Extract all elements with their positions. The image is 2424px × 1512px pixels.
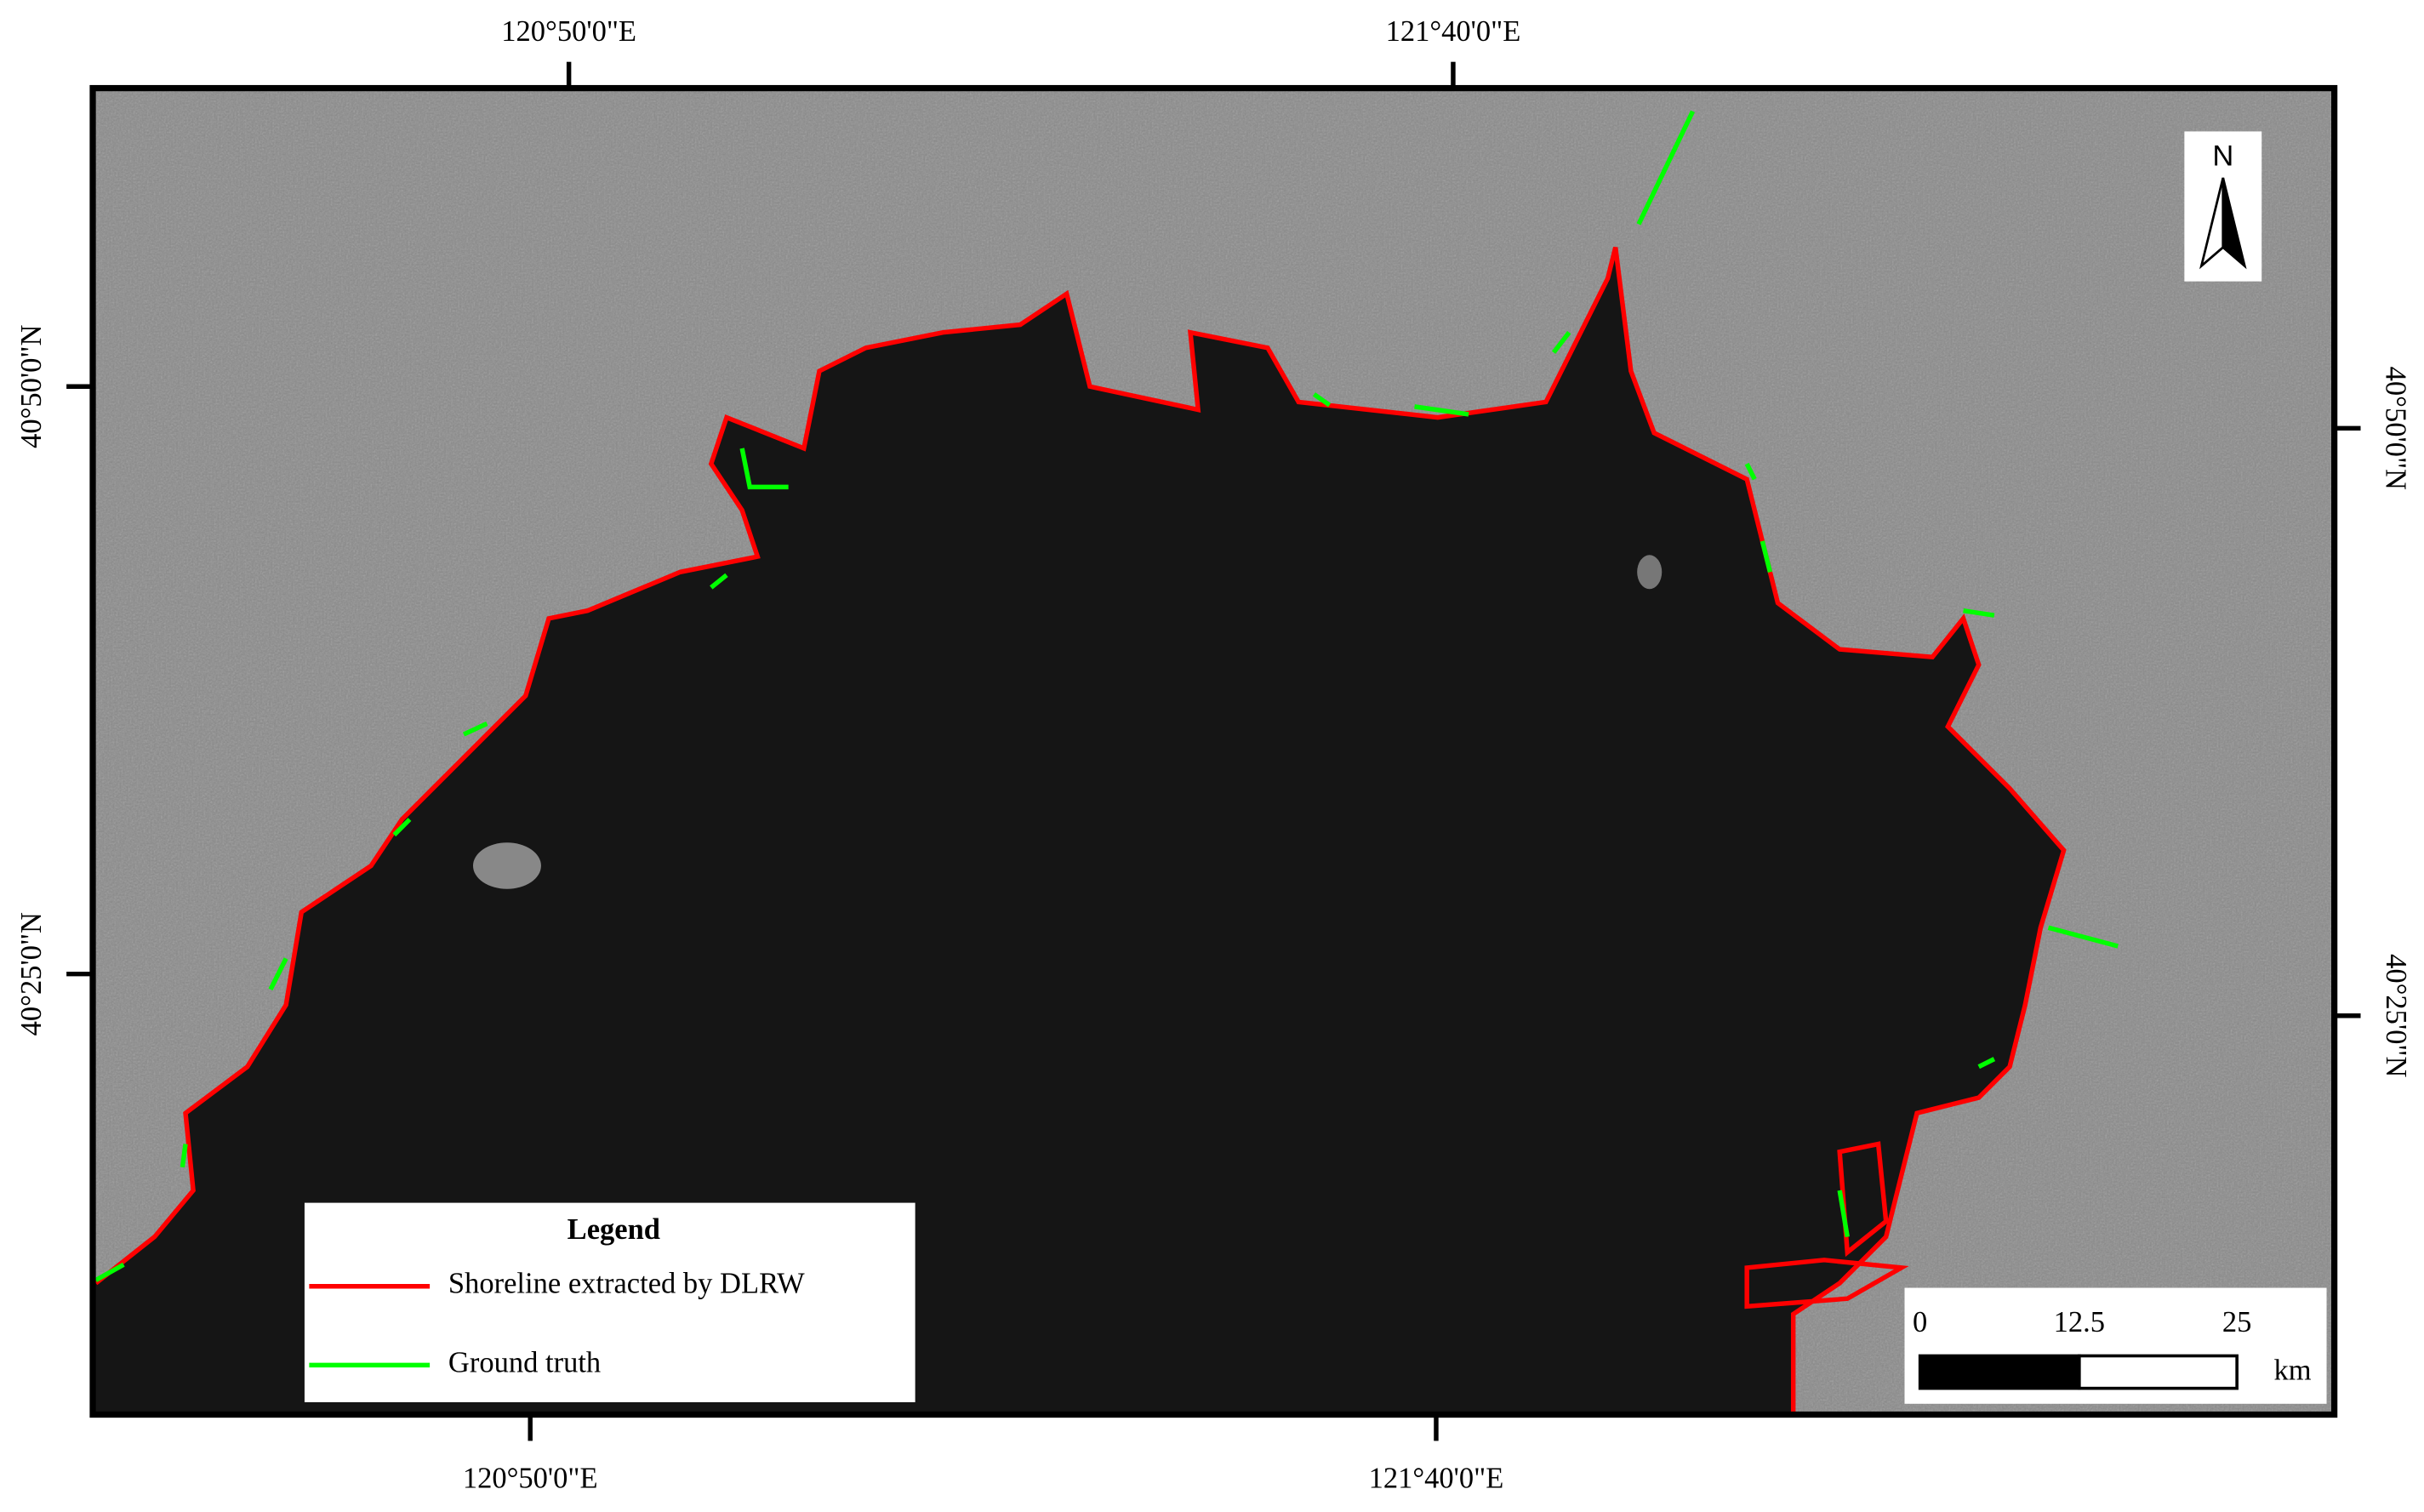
lon-label: 120°50'0"E <box>501 15 636 48</box>
north-arrow <box>2222 177 2247 270</box>
legend-label: Shoreline extracted by DLRW <box>448 1268 805 1300</box>
scale-segment <box>2078 1354 2239 1390</box>
legend-label: Ground truth <box>448 1346 601 1378</box>
map-frame <box>89 84 2338 1418</box>
scale-unit: km <box>2274 1354 2312 1386</box>
island <box>1637 555 1663 590</box>
scale-label: 25 <box>2222 1306 2252 1338</box>
sea <box>93 247 2064 1415</box>
scale-label: 0 <box>1913 1306 1927 1338</box>
scale-segment <box>1918 1354 2081 1390</box>
lat-label: 40°50'0"N <box>2380 367 2412 490</box>
legend-box <box>304 1202 915 1402</box>
ground-truth <box>94 110 2119 1282</box>
scale-label: 12.5 <box>2054 1306 2105 1338</box>
north-label: N <box>2212 140 2233 172</box>
lat-label: 40°50'0"N <box>15 325 48 448</box>
legend-title: Legend <box>568 1213 660 1246</box>
lon-label: 121°40'0"E <box>1369 1463 1504 1495</box>
lon-label: 120°50'0"E <box>463 1463 598 1495</box>
legend-items: Shoreline extracted by DLRW Ground truth <box>309 1268 805 1378</box>
lat-label: 40°25'0"N <box>15 912 48 1036</box>
lon-label: 121°40'0"E <box>1386 15 1521 48</box>
lat-label: 40°25'0"N <box>2380 954 2412 1077</box>
island <box>472 842 541 889</box>
